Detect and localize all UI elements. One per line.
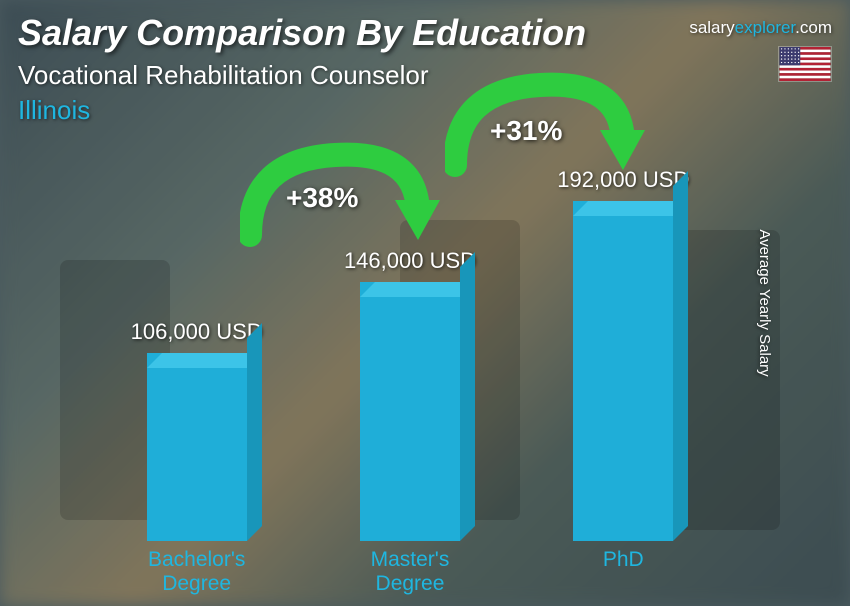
bar-top-face bbox=[147, 353, 262, 368]
y-axis-label: Average Yearly Salary bbox=[756, 229, 773, 376]
bar-top-face bbox=[360, 282, 475, 297]
bar-front-face bbox=[360, 282, 460, 541]
bar-2: 192,000 USD bbox=[557, 167, 689, 541]
bar-front-face bbox=[573, 201, 673, 541]
brand-suffix: .com bbox=[795, 18, 832, 37]
brand-accent: explorer bbox=[735, 18, 795, 37]
bar-front-face bbox=[147, 353, 247, 541]
bar-chart: 106,000 USD 146,000 USD 192,000 USD bbox=[90, 121, 730, 541]
bar-0: 106,000 USD bbox=[131, 319, 263, 541]
united-states-flag-icon bbox=[778, 46, 832, 82]
bar-shape bbox=[360, 282, 460, 541]
chart-location: Illinois bbox=[18, 95, 832, 126]
bar-top-face bbox=[573, 201, 688, 216]
bar-value-label: 106,000 USD bbox=[131, 319, 263, 345]
brand-block: salaryexplorer.com bbox=[689, 18, 832, 82]
bar-value-label: 192,000 USD bbox=[557, 167, 689, 193]
x-axis-labels: Bachelor's Degree Master's Degree PhD bbox=[90, 548, 730, 596]
bar-side-face bbox=[247, 323, 262, 541]
x-axis-label: Bachelor's Degree bbox=[127, 548, 267, 596]
bar-1: 146,000 USD bbox=[344, 248, 476, 541]
bar-shape bbox=[573, 201, 673, 541]
brand-prefix: salary bbox=[689, 18, 734, 37]
bar-value-label: 146,000 USD bbox=[344, 248, 476, 274]
bar-shape bbox=[147, 353, 247, 541]
bar-side-face bbox=[673, 171, 688, 541]
bar-side-face bbox=[460, 252, 475, 541]
x-axis-label: PhD bbox=[553, 548, 693, 596]
x-axis-label: Master's Degree bbox=[340, 548, 480, 596]
brand-text: salaryexplorer.com bbox=[689, 18, 832, 38]
